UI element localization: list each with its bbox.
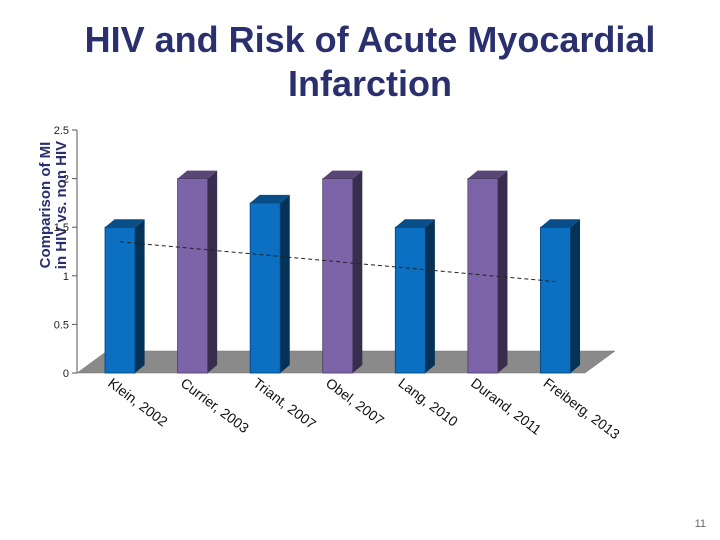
y-tick-label: 0 [63, 368, 69, 380]
x-tick-label: Lang, 2010 [395, 375, 461, 430]
bar [104, 226, 136, 374]
y-tick-label: 2.5 [54, 125, 69, 137]
bar-top [322, 170, 363, 179]
bar-top [105, 219, 145, 228]
bar-top [395, 219, 435, 228]
y-tick-label: 0.5 [54, 319, 69, 331]
chart-title-line-1: HIV and Risk of Acute Myocardial [84, 19, 656, 60]
bar [540, 226, 571, 374]
bar [249, 202, 281, 374]
bar-top [467, 170, 508, 179]
x-tick-label: Triant, 2007 [250, 375, 319, 433]
bar [177, 178, 208, 374]
bar-top [177, 170, 218, 179]
bar-side [207, 170, 218, 373]
y-tick-label: 1.5 [54, 222, 69, 234]
trendline [119, 241, 556, 283]
bar-side [135, 219, 145, 373]
bar-side [425, 219, 435, 373]
bar-side [497, 170, 508, 373]
bar [322, 178, 354, 374]
bar-side [570, 219, 581, 373]
bar-top [540, 219, 581, 228]
x-tick-label: Durand, 2011 [468, 375, 545, 438]
page-number: 11 [694, 518, 706, 530]
bar-side [280, 194, 290, 373]
y-tick-label: 1 [63, 271, 69, 283]
bar-top [250, 194, 290, 203]
x-tick-label: Obel, 2007 [323, 375, 388, 429]
y-tick-label: 2 [63, 174, 69, 186]
x-tick-label: Freiberg, 2013 [541, 375, 624, 443]
chart-title: HIV and Risk of Acute Myocardial Infarct… [60, 18, 680, 106]
bar [394, 226, 426, 374]
x-tick-label: Klein, 2002 [105, 375, 171, 430]
bar-side [352, 170, 363, 373]
x-tick-label: Currier, 2003 [178, 375, 252, 437]
chart-title-line-2: Infarction [287, 63, 452, 104]
